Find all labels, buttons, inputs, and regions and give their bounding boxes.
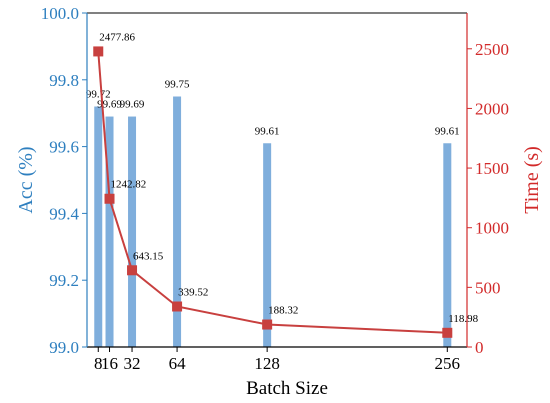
time-line-series	[93, 46, 453, 338]
right-y-tick-label: 500	[475, 278, 501, 297]
time-marker	[172, 301, 183, 312]
accuracy-bar-label: 99.61	[435, 125, 460, 137]
time-marker	[104, 193, 115, 204]
x-axis-label: Batch Size	[246, 378, 328, 399]
time-marker	[93, 46, 104, 57]
left-y-tick-label: 99.8	[49, 71, 79, 90]
accuracy-bar	[443, 143, 452, 347]
accuracy-bar	[173, 96, 182, 347]
x-tick-label: 8	[94, 354, 103, 373]
time-point-label: 1242.82	[111, 179, 147, 191]
x-tick-label: 32	[124, 354, 141, 373]
x-tick-label: 16	[101, 354, 118, 373]
accuracy-bar-label: 99.69	[97, 99, 122, 111]
left-y-axis-label: Acc (%)	[15, 146, 37, 213]
time-point-label: 643.15	[133, 250, 164, 262]
accuracy-bar	[94, 106, 103, 348]
accuracy-bar-label: 99.75	[165, 79, 190, 91]
x-tick-label: 128	[254, 354, 280, 373]
left-y-tick-label: 99.4	[49, 204, 79, 223]
left-y-tick-label: 99.6	[49, 138, 79, 157]
accuracy-bar-label: 99.69	[120, 99, 145, 111]
left-y-tick-label: 100.0	[41, 4, 79, 23]
accuracy-bar	[105, 116, 114, 347]
time-point-label: 118.98	[448, 313, 478, 325]
left-y-tick-label: 99.0	[49, 338, 79, 357]
time-point-label: 188.32	[268, 305, 298, 317]
time-marker	[262, 319, 273, 330]
right-y-axis-label: Time (s)	[521, 146, 543, 214]
accuracy-bar-label: 99.72	[86, 89, 111, 101]
right-y-tick-label: 2500	[475, 40, 509, 59]
right-y-tick-label: 2000	[475, 99, 509, 118]
x-tick-label: 256	[435, 354, 461, 373]
accuracy-bar	[263, 143, 272, 347]
time-value-labels: 2477.86 1242.82 643.15 339.52 188.32 118.98	[99, 31, 478, 324]
x-tick-label: 64	[169, 354, 187, 373]
time-marker	[442, 327, 453, 338]
axes-group: 816 32 64 128 256 99.0 99.2 99.4 99.6 99.8 100.0 0 5…	[41, 4, 509, 373]
left-y-tick-label: 99.2	[49, 271, 79, 290]
time-point-label: 2477.86	[99, 31, 135, 43]
time-line	[97, 51, 448, 334]
bar-series	[94, 96, 452, 348]
right-y-tick-label: 0	[475, 338, 484, 357]
accuracy-bar-label: 99.61	[255, 125, 280, 137]
accuracy-bar	[128, 116, 137, 347]
time-point-label: 339.52	[178, 287, 208, 299]
right-y-tick-label: 1500	[475, 159, 509, 178]
right-y-tick-label: 1000	[475, 219, 509, 238]
time-marker	[127, 265, 138, 276]
